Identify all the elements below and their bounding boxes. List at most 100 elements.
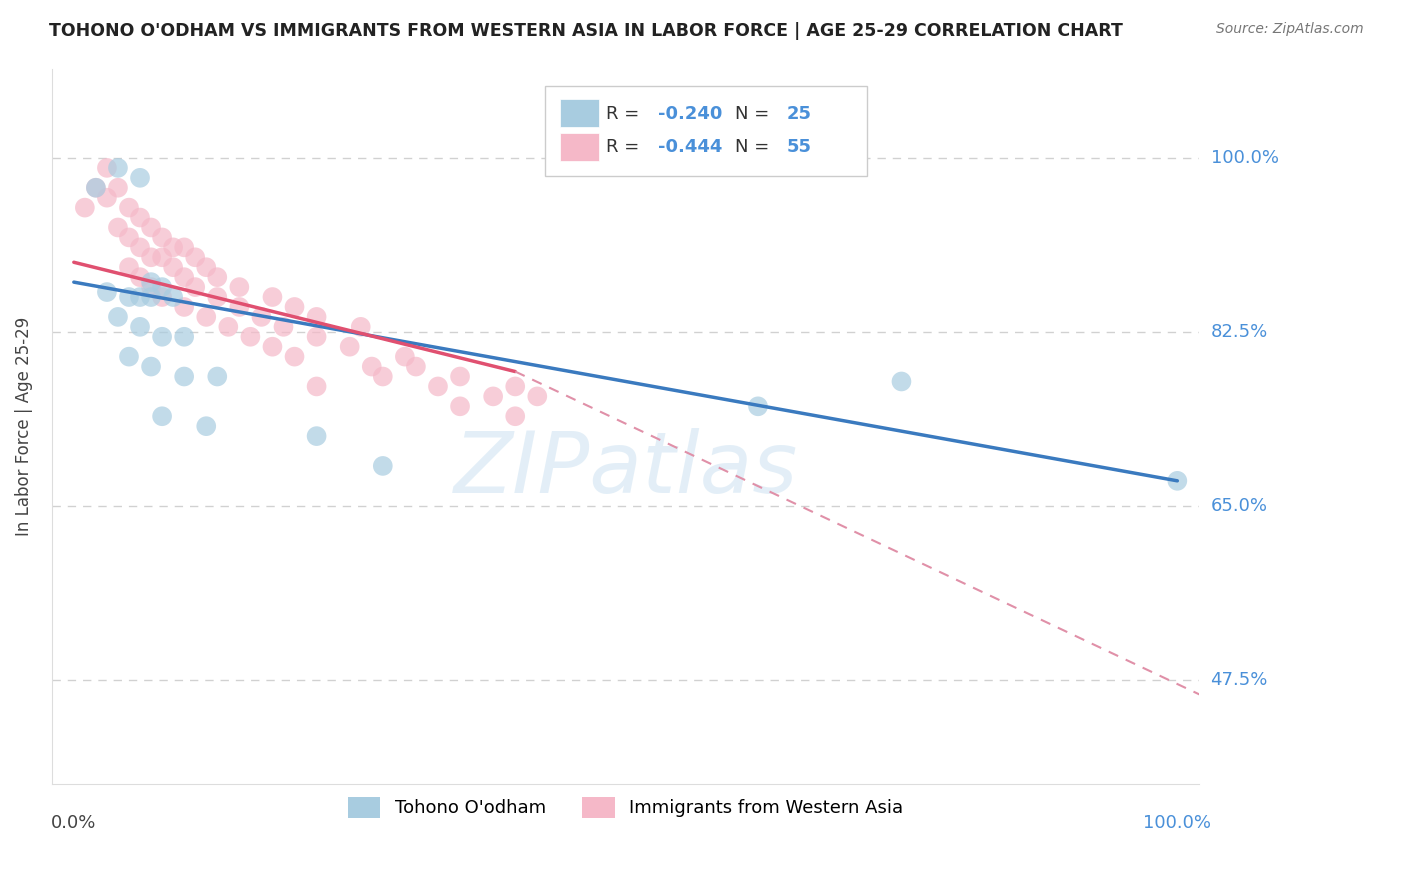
Point (526, 389, 548, 403)
Point (173, 270, 195, 285)
Point (262, 340, 284, 354)
Point (107, 220, 129, 235)
Point (84, 180, 107, 194)
Text: Source: ZipAtlas.com: Source: ZipAtlas.com (1216, 22, 1364, 37)
Point (228, 300, 250, 314)
Point (139, 250, 162, 264)
Point (239, 330, 262, 344)
Text: N =: N = (734, 104, 775, 122)
Point (150, 250, 173, 264)
Point (96, 191, 118, 205)
Point (173, 369, 195, 384)
Point (339, 340, 361, 354)
Point (162, 260, 184, 275)
Point (360, 359, 382, 374)
Point (96, 285, 118, 299)
Point (394, 350, 416, 364)
Point (118, 260, 141, 275)
Point (118, 230, 141, 244)
Text: 100.0%: 100.0% (1211, 149, 1278, 167)
Point (184, 280, 207, 294)
FancyBboxPatch shape (560, 133, 599, 161)
Point (195, 260, 218, 275)
Point (1166, 474, 1188, 488)
Point (405, 359, 427, 374)
Point (129, 170, 152, 185)
Point (350, 319, 373, 334)
Point (747, 400, 769, 414)
Text: R =: R = (606, 104, 645, 122)
Point (449, 369, 471, 384)
Point (207, 290, 229, 304)
Point (107, 180, 129, 194)
Text: 25: 25 (786, 104, 811, 122)
Point (371, 369, 394, 384)
Text: 55: 55 (786, 138, 811, 156)
Point (262, 290, 284, 304)
Point (118, 201, 141, 215)
Text: N =: N = (734, 138, 775, 156)
Text: 0.0%: 0.0% (51, 814, 97, 832)
Text: -0.444: -0.444 (658, 138, 723, 156)
Point (427, 379, 450, 393)
Text: 65.0%: 65.0% (1211, 497, 1268, 515)
Point (139, 290, 162, 304)
Point (150, 280, 173, 294)
Point (503, 379, 526, 393)
Point (482, 389, 505, 403)
Point (139, 275, 162, 289)
Text: 100.0%: 100.0% (1143, 814, 1212, 832)
Text: 47.5%: 47.5% (1211, 671, 1268, 689)
Point (283, 350, 305, 364)
Point (305, 310, 328, 324)
Point (503, 409, 526, 424)
Point (84, 180, 107, 194)
Point (305, 379, 328, 393)
Y-axis label: In Labor Force | Age 25-29: In Labor Force | Age 25-29 (15, 317, 32, 536)
Text: ZIPatlas: ZIPatlas (454, 427, 797, 510)
Point (73, 201, 96, 215)
Point (129, 290, 152, 304)
FancyBboxPatch shape (546, 87, 866, 176)
Point (449, 400, 471, 414)
Point (371, 458, 394, 473)
Point (217, 319, 239, 334)
Point (107, 161, 129, 175)
Point (207, 270, 229, 285)
Point (129, 319, 152, 334)
Point (107, 310, 129, 324)
Point (305, 429, 328, 443)
Text: -0.240: -0.240 (658, 104, 723, 122)
Point (283, 300, 305, 314)
Point (139, 280, 162, 294)
Text: 82.5%: 82.5% (1211, 323, 1268, 341)
Point (129, 240, 152, 254)
Point (150, 230, 173, 244)
Point (890, 375, 912, 389)
Point (195, 419, 218, 434)
Point (150, 409, 173, 424)
Point (273, 319, 295, 334)
Point (250, 310, 273, 324)
Point (173, 330, 195, 344)
Point (139, 359, 162, 374)
Point (195, 310, 218, 324)
Point (129, 211, 152, 225)
Point (184, 250, 207, 264)
Point (150, 290, 173, 304)
Legend: Tohono O'odham, Immigrants from Western Asia: Tohono O'odham, Immigrants from Western … (340, 789, 911, 825)
Point (129, 270, 152, 285)
Point (173, 300, 195, 314)
Text: TOHONO O'ODHAM VS IMMIGRANTS FROM WESTERN ASIA IN LABOR FORCE | AGE 25-29 CORREL: TOHONO O'ODHAM VS IMMIGRANTS FROM WESTER… (49, 22, 1123, 40)
Point (118, 290, 141, 304)
Point (96, 161, 118, 175)
FancyBboxPatch shape (560, 99, 599, 128)
Point (150, 330, 173, 344)
Text: R =: R = (606, 138, 645, 156)
Point (305, 330, 328, 344)
Point (162, 240, 184, 254)
Point (139, 220, 162, 235)
Point (118, 350, 141, 364)
Point (207, 369, 229, 384)
Point (162, 290, 184, 304)
